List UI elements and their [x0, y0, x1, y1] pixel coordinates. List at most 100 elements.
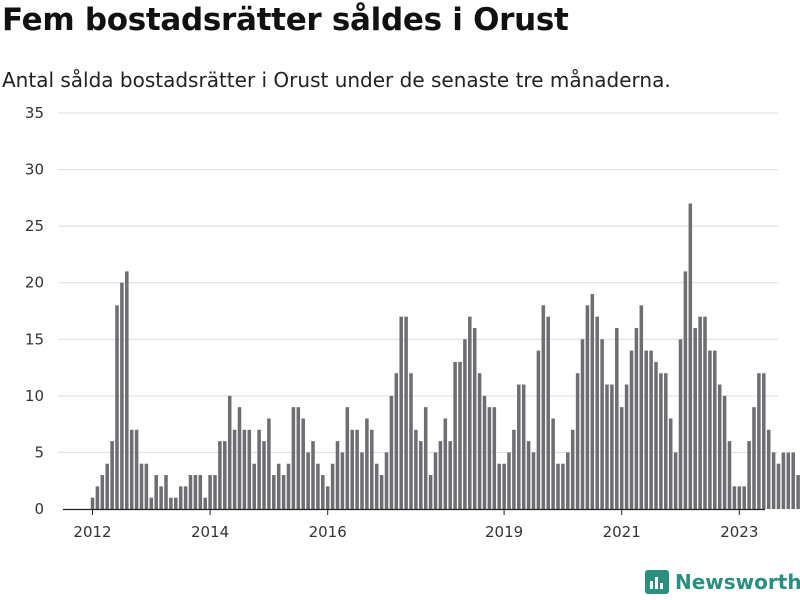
- bar: [546, 316, 550, 509]
- bar: [154, 475, 158, 509]
- bar: [713, 350, 717, 509]
- bar: [732, 486, 737, 509]
- bar: [330, 463, 335, 509]
- bar: [365, 418, 369, 509]
- bar: [693, 327, 697, 509]
- bar: [149, 497, 154, 509]
- bar: [703, 316, 707, 509]
- bar: [595, 316, 599, 509]
- y-axis-ticks: 0 5 10 15 20 25 30 35: [25, 104, 44, 518]
- bar: [698, 316, 702, 509]
- brand-name: Newsworthy: [675, 570, 800, 594]
- bar: [605, 384, 609, 509]
- bar: [223, 441, 227, 509]
- bar: [737, 486, 742, 509]
- x-tick-label: 2023: [720, 523, 758, 541]
- bar: [742, 486, 746, 509]
- x-tick-label: 2012: [73, 523, 111, 541]
- bar: [394, 373, 399, 509]
- bar: [125, 271, 129, 509]
- bar: [115, 305, 119, 509]
- bar: [272, 475, 276, 509]
- bar: [296, 407, 301, 509]
- bar: [590, 294, 595, 509]
- bar: [316, 463, 320, 509]
- bar: [507, 452, 511, 509]
- bar: [428, 475, 433, 509]
- chart-subtitle: Antal sålda bostadsrätter i Orust under …: [2, 68, 671, 92]
- bar: [644, 350, 648, 509]
- bar: [639, 305, 644, 509]
- newsworthy-logo[interactable]: Newsworthy: [645, 570, 800, 594]
- bar: [570, 429, 575, 509]
- bar: [664, 373, 668, 509]
- y-tick-label: 35: [25, 104, 44, 122]
- bar: [512, 429, 516, 509]
- bar: [355, 429, 359, 509]
- bar: [325, 486, 330, 509]
- bar: [399, 316, 403, 509]
- bar: [419, 441, 423, 509]
- bar: [575, 373, 580, 509]
- bar: [551, 418, 555, 509]
- bar: [208, 475, 212, 509]
- bar: [610, 384, 614, 509]
- bar: [379, 475, 384, 509]
- bar: [502, 463, 506, 509]
- bar: [791, 452, 795, 509]
- bar: [634, 327, 639, 509]
- bar: [247, 429, 252, 509]
- bar: [90, 497, 95, 509]
- bar: [585, 305, 590, 509]
- bar: [678, 339, 683, 509]
- bar: [458, 361, 462, 509]
- bar: [414, 429, 418, 509]
- bar: [159, 486, 163, 509]
- bar: [477, 373, 482, 509]
- bar: [306, 452, 310, 509]
- bar: [291, 407, 296, 509]
- bar: [232, 429, 237, 509]
- bar: [100, 475, 105, 509]
- bar: [374, 463, 379, 509]
- bar: [433, 452, 438, 509]
- bar: [766, 429, 771, 509]
- bar: [110, 441, 114, 509]
- bar: [615, 327, 619, 509]
- bar: [541, 305, 546, 509]
- bar: [301, 418, 305, 509]
- bar: [311, 441, 315, 509]
- bar: [722, 395, 727, 509]
- bar: [321, 475, 325, 509]
- y-tick-label: 25: [25, 217, 44, 235]
- chart-title: Fem bostadsrätter såldes i Orust: [2, 2, 569, 38]
- bar: [463, 339, 467, 509]
- bar: [492, 407, 497, 509]
- bar: [144, 463, 149, 509]
- bar: [252, 463, 256, 509]
- bar: [178, 486, 183, 509]
- bar: [237, 407, 242, 509]
- bar: [409, 373, 413, 509]
- bar: [438, 441, 443, 509]
- y-tick-label: 10: [25, 387, 44, 405]
- bar: [659, 373, 663, 509]
- bar: [624, 384, 629, 509]
- bar: [218, 441, 222, 509]
- gridlines: [58, 112, 778, 453]
- bar: [717, 384, 722, 509]
- bar: [198, 475, 203, 509]
- bar: [267, 418, 271, 509]
- bar: [193, 475, 198, 509]
- bar: [120, 282, 124, 509]
- bar: [771, 452, 776, 509]
- bar: [747, 441, 751, 509]
- bar: [468, 316, 472, 509]
- bar: [453, 361, 457, 509]
- bar: [629, 350, 634, 509]
- bar: [257, 429, 261, 509]
- bar: [796, 475, 800, 509]
- bar: [673, 452, 678, 509]
- bar: [345, 407, 350, 509]
